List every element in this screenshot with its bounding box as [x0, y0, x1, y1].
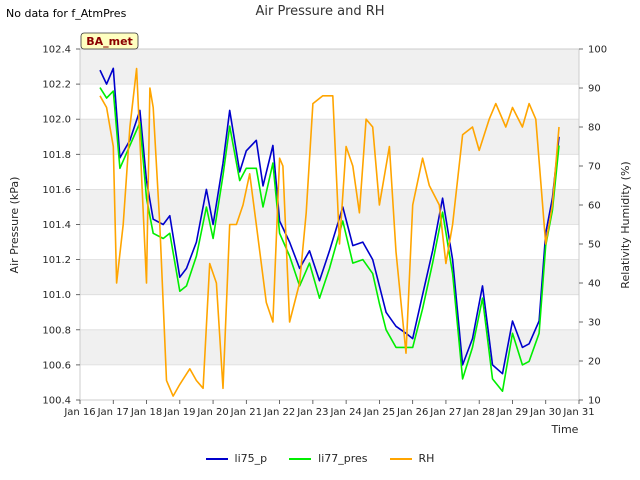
x-axis-label: Time	[551, 423, 579, 436]
y-right-tick-label: 40	[588, 279, 601, 290]
y-axis-left-label: Air Pressure (kPa)	[8, 177, 21, 274]
legend-swatch-li75-p	[205, 457, 228, 460]
y-axis-right-label: Relativity Humidity (%)	[619, 161, 632, 288]
x-tick-label: Jan 20	[196, 407, 228, 418]
legend-label-li75-p: li75_p	[234, 452, 268, 465]
y-right-tick-label: 10	[588, 396, 601, 407]
y-right-tick-label: 30	[588, 318, 601, 329]
y-left-tick-label: 102.0	[42, 115, 71, 126]
badge-label: BA_met	[86, 35, 133, 48]
series-line-li77-pres	[99, 87, 560, 393]
y-right-tick-label: 90	[588, 84, 601, 95]
x-axis-ticks: Jan 16 Jan 17 Jan 18 Jan 19 Jan 20 Jan 21 Jan …	[63, 400, 595, 418]
y-right-tick-label: 80	[588, 123, 601, 134]
x-tick-label: Jan 30	[529, 407, 561, 418]
legend: li75_p li77_pres RH	[0, 452, 640, 465]
y-left-tick-label: 100.8	[42, 325, 71, 336]
y-right-tick-label: 70	[588, 162, 601, 173]
series-line-RH	[99, 67, 560, 397]
badge: BA_met	[80, 32, 139, 50]
legend-item-li75-p: li75_p	[205, 452, 268, 465]
y-axis-right-ticks: 10 20 30 40 50 60 70 80 90 100	[579, 45, 607, 407]
x-tick-label: Jan 25	[363, 407, 395, 418]
background-band	[80, 49, 579, 85]
y-right-tick-label: 100	[588, 45, 607, 56]
x-tick-label: Jan 24	[329, 407, 361, 418]
y-left-tick-label: 100.4	[42, 396, 71, 407]
y-left-tick-label: 102.2	[42, 80, 71, 91]
y-left-tick-label: 101.2	[42, 255, 71, 266]
x-tick-label: Jan 26	[396, 407, 428, 418]
y-left-tick-label: 100.6	[42, 360, 71, 371]
x-tick-label: Jan 21	[230, 407, 262, 418]
y-left-tick-label: 101.4	[42, 220, 71, 231]
x-tick-label: Jan 28	[463, 407, 495, 418]
legend-swatch-li77-pres	[289, 457, 312, 460]
legend-item-li77-pres: li77_pres	[289, 452, 368, 465]
y-left-tick-label: 101.6	[42, 185, 71, 196]
legend-swatch-rh	[389, 457, 412, 460]
series-line-li75-p	[99, 67, 560, 375]
y-left-tick-label: 102.4	[42, 45, 71, 56]
x-tick-label: Jan 18	[130, 407, 162, 418]
y-right-tick-label: 20	[588, 357, 601, 368]
no-data-note: No data for f_AtmPres	[6, 7, 127, 20]
series-layer	[99, 67, 560, 397]
y-axis-left-ticks: 100.4 100.6 100.8 101.0 101.2 101.4 101.6 101.8…	[42, 45, 80, 407]
y-right-tick-label: 60	[588, 201, 601, 212]
x-tick-label: Jan 19	[163, 407, 195, 418]
x-tick-label: Jan 23	[296, 407, 328, 418]
background-band	[80, 329, 579, 365]
x-tick-label: Jan 16	[63, 407, 95, 418]
background-band	[80, 259, 579, 295]
x-tick-label: Jan 17	[97, 407, 129, 418]
x-tick-label: Jan 31	[562, 407, 594, 418]
background-band	[80, 119, 579, 155]
legend-item-rh: RH	[389, 452, 435, 465]
legend-label-rh: RH	[418, 452, 435, 465]
y-left-tick-label: 101.0	[42, 290, 71, 301]
background-band	[80, 189, 579, 225]
y-left-tick-label: 101.8	[42, 150, 71, 161]
x-tick-label: Jan 29	[496, 407, 528, 418]
legend-label-li77-pres: li77_pres	[318, 452, 368, 465]
x-tick-label: Jan 27	[429, 407, 461, 418]
chart-title: Air Pressure and RH	[255, 4, 385, 19]
x-tick-label: Jan 22	[263, 407, 295, 418]
y-right-tick-label: 50	[588, 240, 601, 251]
background-bands	[80, 49, 579, 365]
